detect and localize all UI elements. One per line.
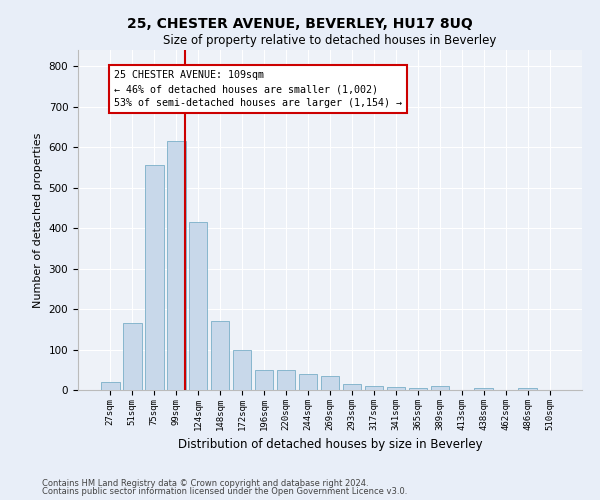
Bar [189,222,208,390]
Text: 25 CHESTER AVENUE: 109sqm
← 46% of detached houses are smaller (1,002)
53% of se: 25 CHESTER AVENUE: 109sqm ← 46% of detac… [114,70,402,108]
Bar [123,323,142,390]
Bar [255,370,274,390]
Text: Contains public sector information licensed under the Open Government Licence v3: Contains public sector information licen… [42,487,407,496]
Bar [233,350,251,390]
Bar [277,370,295,390]
X-axis label: Distribution of detached houses by size in Beverley: Distribution of detached houses by size … [178,438,482,451]
Bar [145,166,164,390]
Title: Size of property relative to detached houses in Beverley: Size of property relative to detached ho… [163,34,497,48]
Bar [475,388,493,390]
Bar [167,141,185,390]
Bar [299,374,317,390]
Bar [320,376,340,390]
Bar [409,388,427,390]
Text: 25, CHESTER AVENUE, BEVERLEY, HU17 8UQ: 25, CHESTER AVENUE, BEVERLEY, HU17 8UQ [127,18,473,32]
Bar [101,382,119,390]
Y-axis label: Number of detached properties: Number of detached properties [33,132,43,308]
Bar [343,384,361,390]
Text: Contains HM Land Registry data © Crown copyright and database right 2024.: Contains HM Land Registry data © Crown c… [42,479,368,488]
Bar [365,386,383,390]
Bar [386,387,405,390]
Bar [431,386,449,390]
Bar [211,321,229,390]
Bar [518,388,537,390]
